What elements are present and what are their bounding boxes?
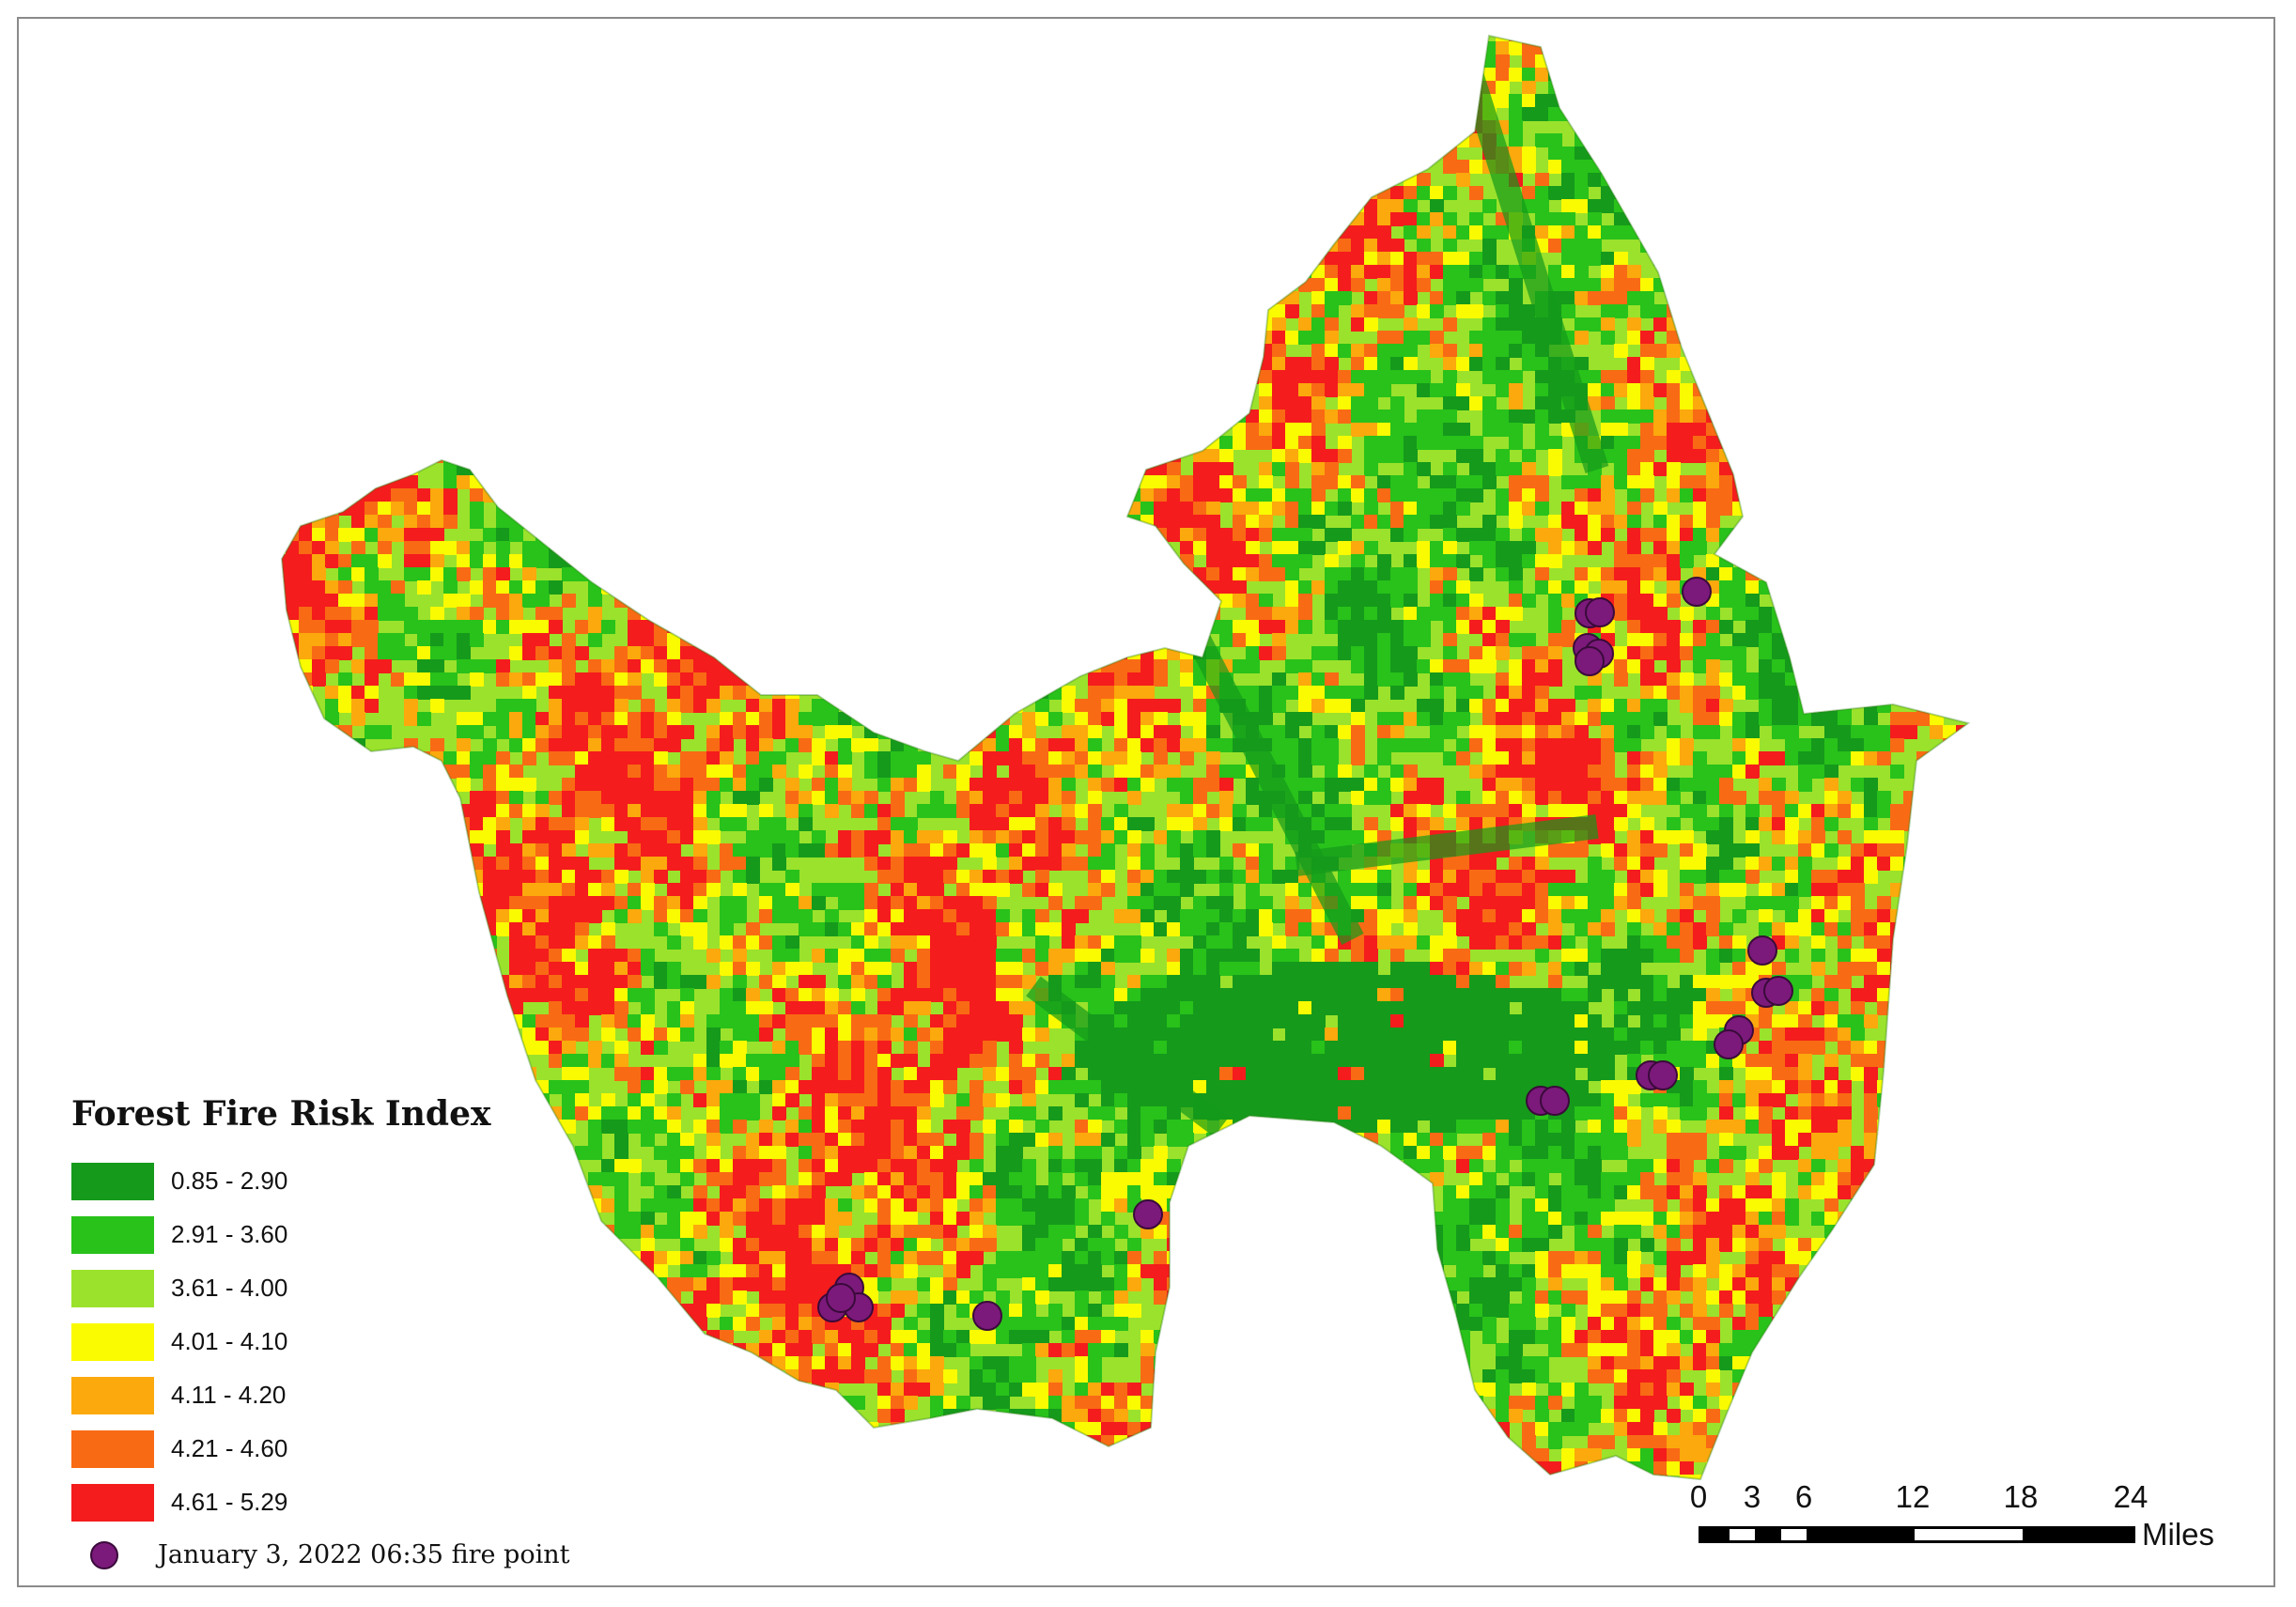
- legend-label: 4.01 - 4.10: [171, 1327, 288, 1355]
- scale-bar: 0 3 6 12 18 24 Miles: [1690, 1479, 2225, 1554]
- scale-tick: 0: [1689, 1479, 1708, 1514]
- fire-point-marker: [1648, 1060, 1678, 1090]
- fire-point-marker: [1540, 1086, 1570, 1116]
- legend-label: 4.21 - 4.60: [171, 1434, 288, 1462]
- legend-label: 3.61 - 4.00: [171, 1274, 288, 1302]
- legend: Forest Fire Risk Index 0.85 - 2.90 2.91 -…: [68, 1094, 650, 1529]
- fire-point-marker: [1133, 1199, 1163, 1229]
- legend-class-3: 4.01 - 4.10: [68, 1315, 650, 1368]
- scale-unit: Miles: [2142, 1517, 2215, 1552]
- scale-tick: 18: [2003, 1479, 2039, 1514]
- legend-swatch: [71, 1483, 154, 1522]
- legend-class-5: 4.21 - 4.60: [68, 1422, 650, 1476]
- legend-class-4: 4.11 - 4.20: [68, 1368, 650, 1422]
- scale-tick: 6: [1794, 1479, 1813, 1514]
- legend-title: Forest Fire Risk Index: [71, 1094, 491, 1134]
- fire-point-marker: [1682, 577, 1712, 607]
- legend-swatch: [71, 1429, 154, 1468]
- legend-class-0: 0.85 - 2.90: [68, 1154, 650, 1208]
- fire-point-marker: [1763, 976, 1793, 1006]
- fire-point-marker: [1575, 646, 1605, 676]
- legend-swatch: [71, 1376, 154, 1414]
- legend-swatch: [71, 1162, 154, 1200]
- legend-label: 4.11 - 4.20: [171, 1381, 287, 1409]
- fire-point-marker: [1585, 597, 1615, 627]
- scale-tick: 24: [2113, 1479, 2149, 1514]
- fire-point-marker: [826, 1283, 856, 1313]
- scale-bar-graphic: [1699, 1526, 2135, 1543]
- fire-points: [817, 577, 1793, 1331]
- legend-class-2: 3.61 - 4.00: [68, 1261, 650, 1315]
- fire-point-marker: [1714, 1029, 1744, 1059]
- legend-swatch: [71, 1322, 154, 1361]
- legend-label: 4.61 - 5.29: [171, 1488, 288, 1516]
- legend-class-1: 2.91 - 3.60: [68, 1208, 650, 1261]
- legend-class-6: 4.61 - 5.29: [68, 1476, 650, 1529]
- fire-point-label: January 3, 2022 06:35 fire point: [158, 1540, 570, 1569]
- legend-classes: 0.85 - 2.90 2.91 - 3.60 3.61 - 4.00 4.01 - …: [68, 1154, 650, 1529]
- legend-swatch: [71, 1215, 154, 1254]
- fire-point-marker: [972, 1301, 1002, 1331]
- legend-label: 2.91 - 3.60: [171, 1220, 288, 1248]
- fire-point-marker: [1747, 935, 1777, 966]
- fire-point-legend: January 3, 2022 06:35 fire point: [90, 1540, 569, 1569]
- legend-swatch: [71, 1269, 154, 1307]
- scale-tick: 3: [1743, 1479, 1761, 1514]
- scale-tick: 12: [1895, 1479, 1931, 1514]
- fire-point-symbol: [90, 1540, 118, 1569]
- legend-label: 0.85 - 2.90: [171, 1167, 288, 1195]
